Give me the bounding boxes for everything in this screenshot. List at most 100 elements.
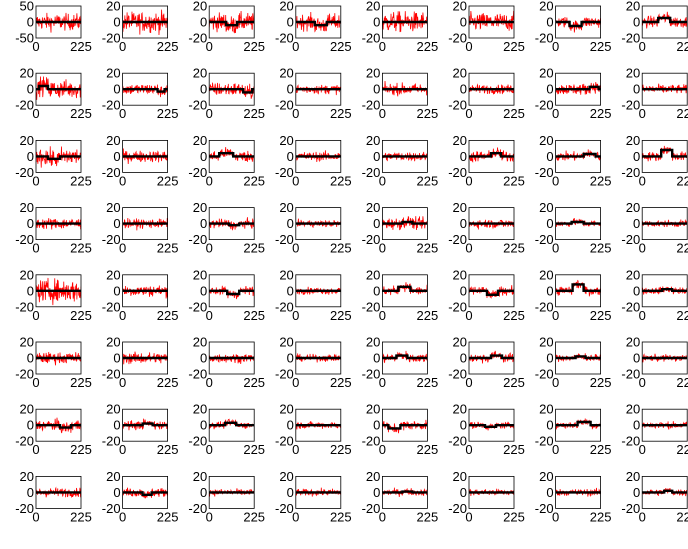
- x-tick-label: 225: [243, 308, 265, 323]
- y-tick-label: -50: [15, 31, 34, 46]
- y-tick-label: 20: [20, 335, 34, 350]
- fitted-step-line: [555, 420, 601, 427]
- y-tick-label: 0: [460, 418, 467, 433]
- x-tick-label: 0: [119, 106, 126, 121]
- x-tick-label: 225: [417, 375, 439, 390]
- fitted-step-line: [209, 20, 255, 27]
- raw-signal-line: [209, 82, 255, 99]
- y-tick-label: 0: [546, 485, 553, 500]
- axes-box: [468, 475, 515, 509]
- y-tick-label: 50: [20, 0, 34, 14]
- y-tick-label: 0: [546, 82, 553, 97]
- y-tick-label: -20: [15, 367, 34, 382]
- y-tick-label: 20: [626, 335, 640, 350]
- fitted-step-line: [642, 489, 688, 494]
- fitted-step-line: [642, 148, 688, 158]
- x-tick-label: 0: [206, 442, 213, 457]
- y-tick-label: 20: [366, 66, 380, 81]
- y-tick-label: 20: [20, 66, 34, 81]
- y-tick-label: 0: [200, 149, 207, 164]
- x-tick-label: 0: [292, 173, 299, 188]
- fitted-step-line: [469, 152, 514, 158]
- y-tick-label: 20: [539, 335, 553, 350]
- axes-box: [208, 408, 255, 442]
- x-tick-label: 0: [639, 308, 646, 323]
- y-tick-label: 20: [453, 469, 467, 484]
- x-tick-label: 225: [330, 509, 352, 524]
- y-tick-label: 0: [633, 82, 640, 97]
- y-tick-label: 0: [113, 149, 120, 164]
- y-tick-label: 20: [20, 200, 34, 215]
- fitted-step-line: [555, 220, 601, 225]
- y-tick-label: 20: [366, 200, 380, 215]
- x-tick-label: 0: [206, 241, 213, 256]
- y-tick-label: 0: [546, 216, 553, 231]
- y-tick-label: -20: [15, 434, 34, 449]
- x-tick-label: 0: [552, 106, 559, 121]
- x-tick-label: 0: [32, 308, 39, 323]
- x-tick-label: 0: [206, 308, 213, 323]
- x-tick-label: 225: [503, 509, 525, 524]
- axes-box: [381, 341, 428, 375]
- axes-box: [122, 341, 168, 375]
- y-tick-label: 20: [366, 335, 380, 350]
- axes-box: [35, 341, 82, 375]
- y-tick-label: 20: [106, 335, 120, 350]
- y-tick-label: -20: [15, 98, 34, 113]
- y-tick-label: -20: [621, 501, 640, 516]
- y-tick-label: 0: [287, 351, 294, 366]
- y-tick-label: 20: [626, 0, 640, 14]
- axes-box: [35, 274, 82, 308]
- x-tick-label: 0: [32, 106, 39, 121]
- x-tick-label: 225: [417, 241, 439, 256]
- y-tick-label: 20: [453, 66, 467, 81]
- x-tick-label: 225: [417, 173, 439, 188]
- axes-box: [555, 72, 601, 106]
- x-tick-label: 0: [465, 308, 472, 323]
- y-tick-label: 20: [539, 0, 553, 14]
- axes-box: [35, 5, 82, 39]
- fitted-step-line: [122, 88, 168, 93]
- axes-box: [555, 274, 601, 308]
- raw-signal-line: [122, 84, 168, 98]
- y-tick-label: 0: [113, 283, 120, 298]
- axes-box: [468, 341, 515, 375]
- y-tick-label: 20: [626, 66, 640, 81]
- fitted-step-line: [382, 285, 428, 292]
- y-tick-label: -20: [535, 299, 554, 314]
- y-tick-label: -20: [362, 165, 381, 180]
- raw-signal-line: [36, 277, 81, 306]
- y-tick-label: -20: [362, 501, 381, 516]
- fitted-step-line: [209, 88, 255, 94]
- y-tick-label: 0: [633, 485, 640, 500]
- x-tick-label: 225: [590, 375, 612, 390]
- axes-box: [381, 207, 428, 241]
- x-tick-label: 0: [379, 509, 386, 524]
- y-tick-label: 20: [366, 267, 380, 282]
- x-tick-label: 225: [70, 442, 92, 457]
- x-tick-label: 225: [157, 308, 179, 323]
- y-tick-label: 0: [373, 15, 380, 30]
- y-tick-label: -20: [188, 434, 207, 449]
- x-tick-label: 0: [379, 173, 386, 188]
- y-tick-label: -20: [448, 232, 467, 247]
- x-tick-label: 225: [157, 509, 179, 524]
- y-tick-label: 0: [113, 351, 120, 366]
- fitted-step-line: [36, 424, 81, 429]
- y-tick-label: -20: [275, 165, 294, 180]
- y-tick-label: -20: [102, 299, 121, 314]
